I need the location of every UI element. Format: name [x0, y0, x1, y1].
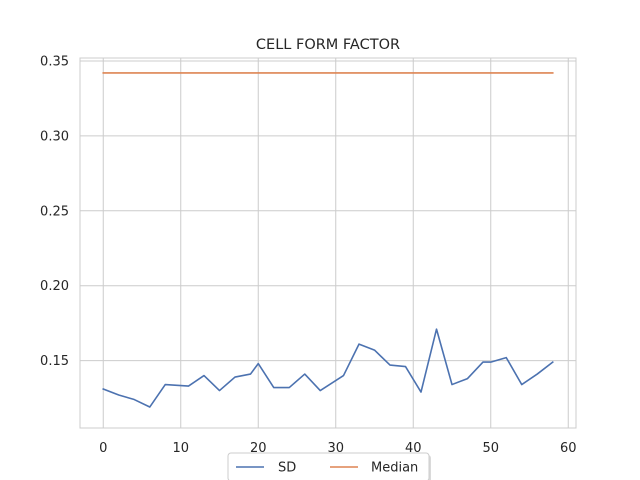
x-tick-label: 60	[560, 441, 577, 456]
legend-label-sd: SD	[278, 461, 296, 476]
legend-label-median: Median	[371, 461, 418, 476]
y-tick-label: 0.30	[40, 129, 69, 144]
chart-title: CELL FORM FACTOR	[256, 37, 400, 53]
plot-frame	[79, 57, 577, 429]
x-tick-label: 0	[99, 441, 107, 456]
tick-labels: 0 10 20 30 40 50 60 0.15 0.20 0.25 0.30 0.35	[40, 54, 576, 456]
y-tick-label: 0.20	[40, 279, 69, 294]
series-group	[102, 72, 554, 408]
x-tick-label: 30	[327, 441, 344, 456]
legend: SD Median	[227, 452, 431, 480]
y-tick-label: 0.25	[40, 204, 69, 219]
grid	[80, 58, 576, 428]
x-tick-label: 20	[250, 441, 267, 456]
x-tick-label: 40	[405, 441, 422, 456]
y-tick-label: 0.15	[40, 354, 69, 369]
series-line-sd	[102, 328, 554, 408]
y-tick-label: 0.35	[40, 54, 69, 69]
legend-box	[227, 452, 430, 480]
x-tick-label: 10	[172, 441, 189, 456]
x-tick-label: 50	[482, 441, 499, 456]
